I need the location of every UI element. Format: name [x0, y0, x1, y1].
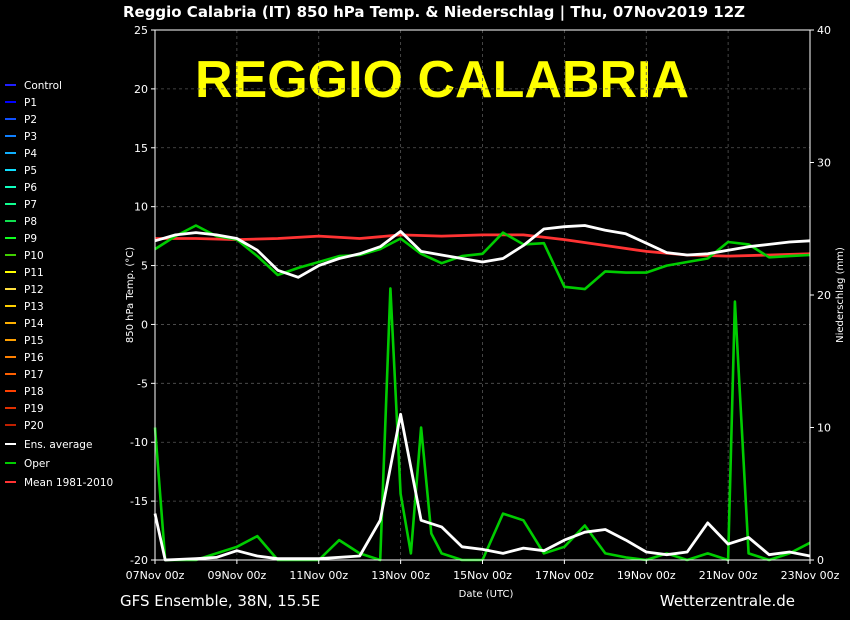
legend-label-p13: P13 — [24, 301, 44, 313]
legend-label-p4: P4 — [24, 148, 37, 160]
legend-label-p20: P20 — [24, 420, 44, 432]
legend-label-p11: P11 — [24, 267, 44, 279]
x-tick-label: 21Nov 00z — [699, 569, 758, 582]
x-tick-label: 11Nov 00z — [289, 569, 348, 582]
legend-label-p1: P1 — [24, 97, 37, 109]
left-tick-label: 15 — [134, 142, 148, 155]
legend-label-p2: P2 — [24, 114, 37, 126]
legend-label-control: Control — [24, 80, 62, 92]
legend-label-ens-average: Ens. average — [24, 439, 92, 451]
right-tick-label: 20 — [817, 289, 831, 302]
left-axis-label: 850 hPa Temp. (°C) — [125, 247, 136, 343]
legend-label-p15: P15 — [24, 335, 44, 347]
legend-label-p9: P9 — [24, 233, 37, 245]
x-tick-label: 17Nov 00z — [535, 569, 594, 582]
x-tick-label: 13Nov 00z — [371, 569, 430, 582]
left-axis-ticks: 25 20 15 10 5 0 -5 -10 -15 -20 — [130, 24, 155, 567]
left-tick-label: -5 — [137, 377, 148, 390]
left-tick-label: 25 — [134, 24, 148, 37]
legend: Control P1 P2 P3 P4 P5 P6 P7 P8 P9 P10 P11 P12 P13 P14… — [5, 80, 113, 489]
legend-label-p18: P18 — [24, 386, 44, 398]
right-axis-label: Niederschlag (mm) — [835, 247, 846, 343]
x-tick-label: 19Nov 00z — [617, 569, 676, 582]
right-tick-label: 0 — [817, 554, 824, 567]
chart-overlay-title: REGGIO CALABRIA — [195, 51, 689, 109]
legend-label-oper: Oper — [24, 458, 50, 470]
legend-label-p5: P5 — [24, 165, 37, 177]
legend-label-p19: P19 — [24, 403, 44, 415]
x-tick-label: 09Nov 00z — [208, 569, 267, 582]
chart-title: Reggio Calabria (IT) 850 hPa Temp. & Nie… — [123, 3, 745, 22]
model-label: GFS Ensemble, 38N, 15.5E — [120, 592, 320, 610]
left-tick-label: 10 — [134, 201, 148, 214]
legend-label-p7: P7 — [24, 199, 37, 211]
x-axis-label: Date (UTC) — [459, 589, 514, 600]
x-tick-label: 15Nov 00z — [453, 569, 512, 582]
x-tick-label: 23Nov 00z — [781, 569, 840, 582]
right-tick-label: 40 — [817, 24, 831, 37]
left-tick-label: -15 — [130, 495, 148, 508]
legend-label-p14: P14 — [24, 318, 44, 330]
legend-label-p8: P8 — [24, 216, 37, 228]
series-ens-average-precip-line — [153, 412, 811, 562]
series-ens-average-temp-line — [154, 224, 811, 279]
legend-label-mean-1981-2010: Mean 1981-2010 — [24, 477, 113, 489]
right-axis-ticks: 40 30 20 10 0 — [810, 24, 831, 567]
x-axis-ticks: 07Nov 00z 09Nov 00z 11Nov 00z 13Nov 00z 15No… — [126, 560, 840, 582]
series-oper-temp-line — [154, 224, 811, 291]
legend-label-p16: P16 — [24, 352, 44, 364]
legend-label-p10: P10 — [24, 250, 44, 262]
right-tick-label: 10 — [817, 422, 831, 435]
legend-label-p12: P12 — [24, 284, 44, 296]
left-tick-label: -10 — [130, 436, 148, 449]
left-tick-label: -20 — [130, 554, 148, 567]
legend-label-p3: P3 — [24, 131, 37, 143]
left-tick-label: 0 — [141, 318, 148, 331]
right-tick-label: 30 — [817, 157, 831, 170]
left-tick-label: 20 — [134, 83, 148, 96]
site-label: Wetterzentrale.de — [660, 592, 795, 610]
x-tick-label: 07Nov 00z — [126, 569, 185, 582]
legend-label-p17: P17 — [24, 369, 44, 381]
legend-label-p6: P6 — [24, 182, 37, 194]
left-tick-label: 5 — [141, 260, 148, 273]
